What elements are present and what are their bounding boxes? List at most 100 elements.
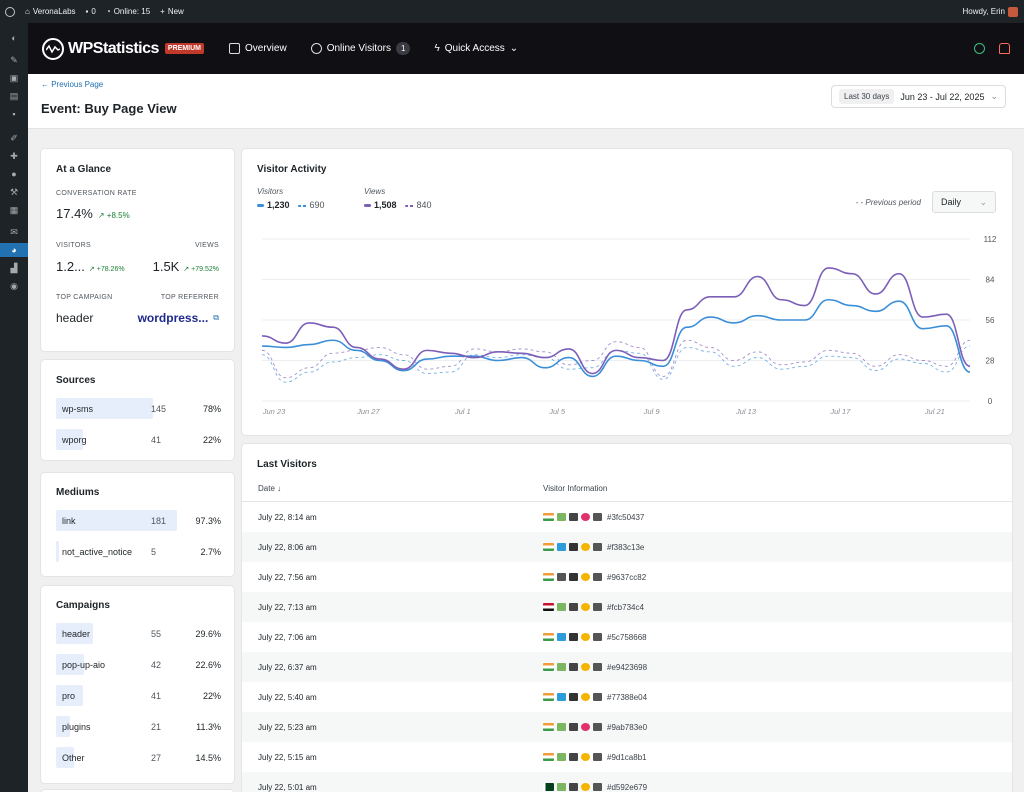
visitor-hash-link[interactable]: #5c758668 (607, 632, 647, 642)
legend-visitors-previous[interactable]: 690 (297, 200, 325, 210)
browser-icon (581, 543, 590, 551)
views-legend: Views 1,508 840 (364, 187, 432, 210)
series-line-views-previous[interactable] (261, 339, 971, 379)
chart-icon[interactable]: ▟ (10, 262, 18, 273)
tools-icon[interactable]: ⚒ (9, 186, 19, 197)
bell-icon[interactable] (999, 43, 1010, 54)
views-change: ↗ +79.52% (183, 266, 219, 273)
source-row[interactable]: wp-sms 145 78% (56, 398, 221, 419)
nav-quick-access[interactable]: ϟ Quick Access ⌄ (434, 43, 519, 54)
nav-online-visitors[interactable]: Online Visitors 1 (310, 42, 411, 55)
table-row[interactable]: July 22, 7:13 am #fcb734c4 (242, 592, 1012, 622)
visitor-hash-link[interactable]: #77388e04 (607, 692, 648, 702)
y-tick-label: 84 (986, 276, 995, 285)
external-link-icon[interactable]: ⧉ (213, 313, 219, 322)
visitor-hash-link[interactable]: #3fc50437 (607, 512, 645, 522)
date-range-picker[interactable]: Last 30 days Jun 23 - Jul 22, 2025 ⌄ (831, 85, 1006, 108)
campaign-row[interactable]: pro 41 22% (56, 685, 221, 706)
wordpress-logo-icon[interactable] (0, 0, 20, 23)
visitor-hash-link[interactable]: #9d1ca8b1 (607, 752, 647, 762)
campaign-row[interactable]: Other 27 14.5% (56, 747, 221, 768)
series-line-views[interactable] (261, 267, 971, 375)
os-icon (557, 633, 566, 641)
site-name-link[interactable]: ⌂ VeronaLabs (25, 7, 76, 16)
visitor-hash-link[interactable]: #9ab783e0 (607, 722, 648, 732)
visitor-hash-link[interactable]: #e9423698 (607, 662, 648, 672)
table-row[interactable]: July 22, 7:06 am #5c758668 (242, 622, 1012, 652)
legend-views-current[interactable]: 1,508 (364, 200, 397, 210)
conversion-rate-label: CONVERSATION RATE (56, 190, 137, 197)
country-flag-icon (543, 543, 554, 551)
comments-link[interactable]: ▪ 0 (85, 7, 96, 16)
os-icon (557, 543, 566, 551)
date-column-header[interactable]: Date ↓ (258, 484, 282, 493)
visitor-hash-link[interactable]: #f383c13e (607, 542, 645, 552)
table-row[interactable]: July 22, 7:56 am #9637cc82 (242, 562, 1012, 592)
nav-overview[interactable]: Overview (229, 43, 287, 54)
legend-visitors-current[interactable]: 1,230 (257, 200, 290, 210)
medium-row[interactable]: link 181 97.3% (56, 510, 221, 531)
visitor-hash-link[interactable]: #d592e679 (607, 782, 648, 792)
plus-icon: + (160, 7, 165, 16)
views-value: 1.5K (152, 259, 180, 274)
series-line-visitors-previous[interactable] (261, 345, 971, 383)
wp-statistics-logo[interactable]: WPStatistics PREMIUM (42, 37, 229, 60)
comments-icon[interactable]: ▪ (12, 109, 16, 119)
country-flag-icon (543, 723, 554, 731)
country-flag-icon (543, 783, 554, 791)
appearance-icon[interactable]: ✐ (10, 132, 18, 143)
visitor-hash-link[interactable]: #fcb734c4 (607, 602, 644, 612)
top-campaign-label: TOP CAMPAIGN (56, 294, 113, 301)
campaigns-card: Campaigns header 55 29.6% pop-up-aio 42 22.6… (40, 585, 235, 784)
incognito-icon (593, 573, 602, 581)
table-row[interactable]: July 22, 6:37 am #e9423698 (242, 652, 1012, 682)
interval-select[interactable]: Daily ⌄ (932, 191, 996, 213)
plugins-icon[interactable]: ✚ (10, 150, 18, 161)
pin-icon[interactable]: ✎ (10, 54, 18, 65)
campaign-row[interactable]: plugins 21 11.3% (56, 716, 221, 737)
play-icon[interactable]: ◉ (10, 280, 18, 291)
dashboard-icon[interactable]: ◐ (11, 33, 17, 43)
card-title: Last Visitors (257, 459, 317, 470)
shield-check-icon[interactable] (974, 43, 985, 54)
statistics-icon[interactable]: ◕ (0, 243, 28, 257)
medium-row[interactable]: not_active_notice 5 2.7% (56, 541, 221, 562)
media-icon[interactable]: ▣ (9, 72, 19, 83)
logo-wave-icon (42, 37, 64, 60)
top-referrer-link[interactable]: wordpress... (137, 311, 209, 325)
new-content-link[interactable]: + New (160, 7, 184, 16)
pages-icon[interactable]: ▤ (9, 90, 19, 101)
users-icon (310, 43, 322, 54)
os-icon (557, 513, 566, 521)
campaign-row[interactable]: header 55 29.6% (56, 623, 221, 644)
browser-icon (581, 603, 590, 611)
source-row[interactable]: wporg 41 22% (56, 429, 221, 450)
users-icon[interactable]: ● (11, 169, 17, 179)
visit-date: July 22, 5:40 am (258, 692, 317, 702)
top-referrer-label: TOP REFERRER (160, 294, 219, 301)
visitor-hash-link[interactable]: #9637cc82 (607, 572, 647, 582)
visitor-activity-chart[interactable]: 0 28 56 84 112 Jun 23 Jun 27 Jul 1 Jul 5 Jul 9 Jul… (242, 229, 1012, 429)
incognito-icon (593, 783, 602, 791)
campaign-row[interactable]: pop-up-aio 42 22.6% (56, 654, 221, 675)
browser-icon (581, 753, 590, 761)
mail-icon[interactable]: ✉ (10, 226, 18, 237)
visitor-info: #d592e679 (543, 783, 647, 792)
table-row[interactable]: July 22, 5:15 am #9d1ca8b1 (242, 742, 1012, 772)
table-row[interactable]: July 22, 8:06 am #f383c13e (242, 532, 1012, 562)
online-link[interactable]: ◔ Online: 15 (105, 7, 151, 16)
series-line-visitors[interactable] (261, 298, 971, 378)
x-tick-label: Jul 21 (924, 407, 945, 416)
my-account-link[interactable]: Howdy, Erin (957, 0, 1024, 23)
previous-page-link[interactable]: ← Previous Page (41, 80, 104, 89)
wp-admin-menu: ◐ ✎ ▣ ▤ ▪ ✐ ✚ ● ⚒ ▦ ✉ ◕ ▟ ◉ (0, 23, 28, 792)
legend-views-previous[interactable]: 840 (404, 200, 432, 210)
settings-icon[interactable]: ▦ (9, 204, 19, 215)
table-row[interactable]: July 22, 8:14 am #3fc50437 (242, 502, 1012, 532)
table-row[interactable]: July 22, 5:23 am #9ab783e0 (242, 712, 1012, 742)
visitor-activity-card: Visitor Activity Visitors 1,230 690 View… (241, 148, 1013, 436)
visitors-label: VISITORS (56, 242, 91, 249)
visitor-info: #9ab783e0 (543, 723, 647, 732)
table-row[interactable]: July 22, 5:40 am #77388e04 (242, 682, 1012, 712)
table-row[interactable]: July 22, 5:01 am #d592e679 (242, 772, 1012, 792)
